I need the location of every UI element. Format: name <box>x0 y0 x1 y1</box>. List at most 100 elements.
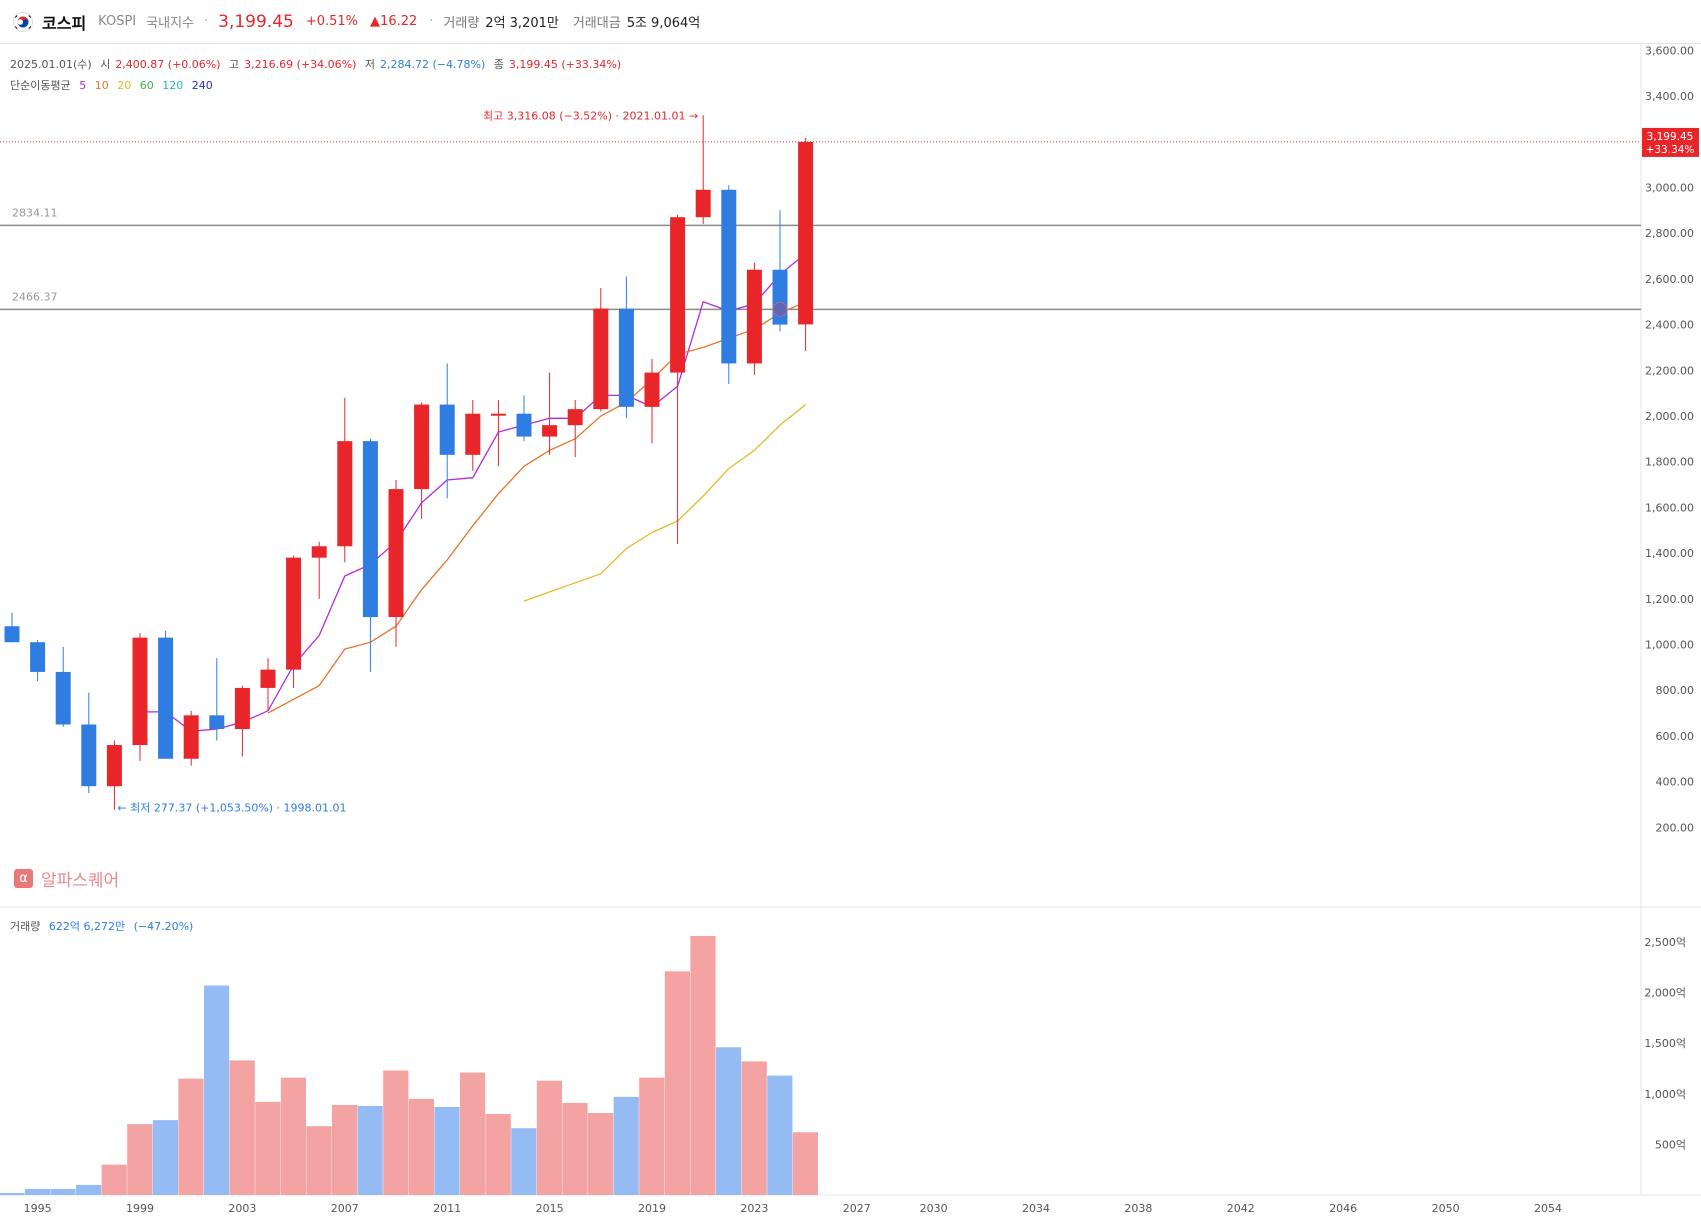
volume-bar[interactable] <box>101 1164 127 1195</box>
separator-dot: · <box>429 14 434 29</box>
price-tag-value: 3,199.45 <box>1647 131 1694 143</box>
volume-bar[interactable] <box>767 1075 793 1195</box>
volume-bar[interactable] <box>562 1102 588 1195</box>
price-tick-label: 1,000.00 <box>1645 639 1694 652</box>
ma-legend[interactable]: 단순이동평균 5 10 20 60 120 240 <box>10 77 218 93</box>
volume-bar[interactable] <box>0 1192 25 1195</box>
price-tick-label: 2,800.00 <box>1645 227 1694 240</box>
ma-120-label: 120 <box>162 79 184 92</box>
candle-body[interactable] <box>337 441 353 547</box>
volume-bar[interactable] <box>255 1101 281 1195</box>
candle-body[interactable] <box>414 404 430 490</box>
candle-body[interactable] <box>286 557 302 670</box>
volume-bar[interactable] <box>127 1124 153 1195</box>
ma-60-label: 60 <box>139 79 154 92</box>
change-percent: +0.51% <box>305 14 359 29</box>
volume-bar[interactable] <box>741 1061 767 1195</box>
price-tick-label: 1,800.00 <box>1645 456 1694 469</box>
time-tick-label: 2042 <box>1227 1202 1255 1215</box>
candle-body[interactable] <box>158 637 174 759</box>
candle-body[interactable] <box>260 669 276 688</box>
candle-body[interactable] <box>388 489 404 618</box>
price-tick-label: 3,400.00 <box>1645 90 1694 103</box>
candle-body[interactable] <box>183 715 199 759</box>
volume-bar[interactable] <box>434 1106 460 1195</box>
volume-bar[interactable] <box>178 1078 204 1195</box>
time-tick-label: 2050 <box>1432 1202 1460 1215</box>
volume-bar[interactable] <box>716 1047 742 1195</box>
korea-flag-icon <box>13 11 33 32</box>
market-label: 국내지수 <box>146 16 194 31</box>
candle-body[interactable] <box>311 546 327 558</box>
volume-bar[interactable] <box>485 1114 511 1195</box>
volume-bar[interactable] <box>24 1188 50 1195</box>
volume-bar[interactable] <box>690 935 716 1195</box>
candle-body[interactable] <box>209 715 225 730</box>
volume-bar[interactable] <box>280 1077 306 1195</box>
candle-body[interactable] <box>746 269 762 364</box>
candle-body[interactable] <box>798 141 814 325</box>
time-tick-label: 1999 <box>126 1202 154 1215</box>
all-time-low-annotation: ← 최저 277.37 (+1,053.50%) · 1998.01.01 <box>117 802 346 815</box>
volume-bar[interactable] <box>408 1098 434 1195</box>
volume-bar[interactable] <box>639 1077 665 1195</box>
price-tick-label: 3,600.00 <box>1645 44 1694 57</box>
candle-body[interactable] <box>465 413 481 455</box>
volume-bar[interactable] <box>536 1080 562 1195</box>
high-label: 고 <box>229 58 240 71</box>
index-code: KOSPI <box>98 14 137 29</box>
volume-bar[interactable] <box>50 1188 76 1195</box>
time-tick-label: 2019 <box>638 1202 666 1215</box>
candle-body[interactable] <box>695 189 711 218</box>
volume-bar[interactable] <box>229 1060 255 1195</box>
horizontal-line-label: 2834.11 <box>12 206 58 219</box>
candle-body[interactable] <box>234 687 250 730</box>
ma5-line <box>140 253 807 732</box>
volume-bar[interactable] <box>76 1184 102 1195</box>
price-tick-label: 400.00 <box>1656 776 1695 789</box>
volume-bar[interactable] <box>306 1126 332 1195</box>
candle-body[interactable] <box>721 189 737 364</box>
candle-body[interactable] <box>593 308 609 410</box>
candle-body[interactable] <box>567 409 583 426</box>
volume-value: 2억 3,201만 <box>485 16 559 31</box>
volume-bar[interactable] <box>332 1104 358 1195</box>
time-tick-label: 2015 <box>536 1202 564 1215</box>
volume-bar[interactable] <box>204 985 230 1195</box>
candle-body[interactable] <box>30 642 46 672</box>
volume-bar[interactable] <box>792 1132 818 1195</box>
ohlc-date: 2025.01.01(수) <box>10 58 92 71</box>
candle-body[interactable] <box>772 269 788 325</box>
index-name: 코스피 <box>42 13 87 33</box>
volume-bar[interactable] <box>460 1072 486 1195</box>
price-tick-label: 1,200.00 <box>1645 593 1694 606</box>
candle-body[interactable] <box>81 724 97 787</box>
volume-bar[interactable] <box>588 1113 614 1195</box>
time-tick-label: 2054 <box>1534 1202 1562 1215</box>
volume-legend-value: 622억 6,272만 <box>48 920 126 933</box>
candle-body[interactable] <box>516 413 532 437</box>
candle-body[interactable] <box>542 425 558 437</box>
volume-bar[interactable] <box>664 971 690 1195</box>
candle-body[interactable] <box>644 372 660 407</box>
watermark: α 알파스퀘어 <box>14 866 119 891</box>
candle-body[interactable] <box>55 671 71 725</box>
candle-body[interactable] <box>362 441 378 618</box>
volume-bar[interactable] <box>383 1070 409 1195</box>
volume-bar[interactable] <box>511 1128 537 1195</box>
candle-body[interactable] <box>439 404 455 455</box>
candle-body[interactable] <box>106 745 122 787</box>
candle-body[interactable] <box>132 637 148 746</box>
ma-legend-label: 단순이동평균 <box>10 79 71 92</box>
volume-tick-label: 1,000억 <box>1644 1088 1686 1101</box>
volume-bar[interactable] <box>357 1105 383 1195</box>
open-label: 시 <box>100 58 111 71</box>
candle-body[interactable] <box>490 413 506 416</box>
candle-body[interactable] <box>4 626 20 643</box>
volume-bar[interactable] <box>152 1120 178 1195</box>
candle-body[interactable] <box>618 308 634 407</box>
volume-bar[interactable] <box>613 1096 639 1195</box>
ma-240-label: 240 <box>191 79 213 92</box>
candle-body[interactable] <box>670 217 686 373</box>
